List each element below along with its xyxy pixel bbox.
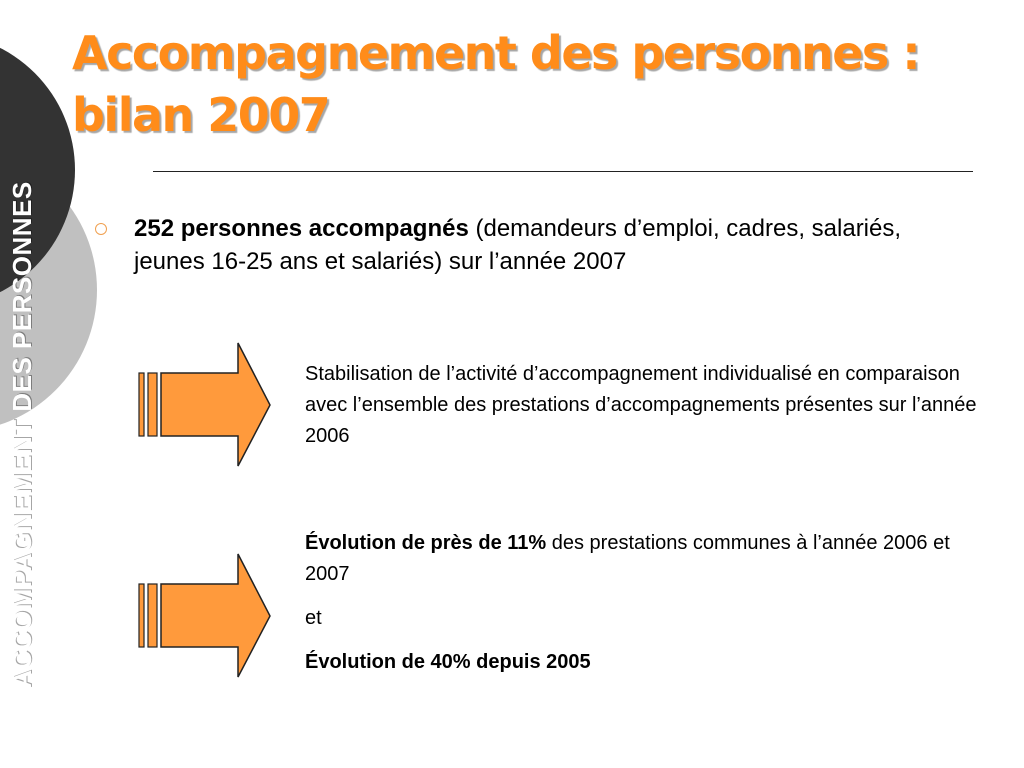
- bullet-point: 252 personnes accompagnés (demandeurs d’…: [134, 212, 954, 278]
- evolution-40-bold: Évolution de 40% depuis 2005: [305, 651, 591, 673]
- bullet-rest-text: (demandeurs d’emploi, cadres, salariés, …: [134, 215, 902, 275]
- slide-title-line-1: Accompagnement des personnes :: [72, 26, 921, 80]
- connector-text: et: [305, 607, 322, 629]
- evolution-40-paragraph: Évolution de 40% depuis 2005: [305, 647, 985, 678]
- slide-title-line-2: bilan 2007: [72, 88, 331, 142]
- side-decoration: [0, 47, 97, 425]
- stabilisation-text-block: Stabilisation de l’activité d’accompagne…: [305, 359, 985, 452]
- stabilisation-text: Stabilisation de l’activité d’accompagne…: [305, 363, 977, 447]
- bullet-circle-icon: [95, 223, 107, 235]
- striped-right-arrow-icon: [138, 342, 271, 467]
- evolution-11-rest: des prestations communes à l’année 2006 …: [305, 532, 950, 585]
- side-section-title: ACCOMPAGNEMENT DES PERSONNES: [7, 181, 37, 689]
- evolution-11-paragraph: Évolution de près de 11% des prestations…: [305, 528, 985, 590]
- bullet-bold-text: 252 personnes accompagnés: [134, 215, 469, 242]
- title-divider: [153, 171, 973, 172]
- evolution-text-block: Évolution de près de 11% des prestations…: [305, 528, 985, 678]
- evolution-11-bold: Évolution de près de 11%: [305, 532, 547, 554]
- dark-circle: [0, 47, 75, 293]
- slide-title: Accompagnement des personnes : bilan 200…: [72, 22, 1002, 146]
- striped-right-arrow-icon: [138, 553, 271, 678]
